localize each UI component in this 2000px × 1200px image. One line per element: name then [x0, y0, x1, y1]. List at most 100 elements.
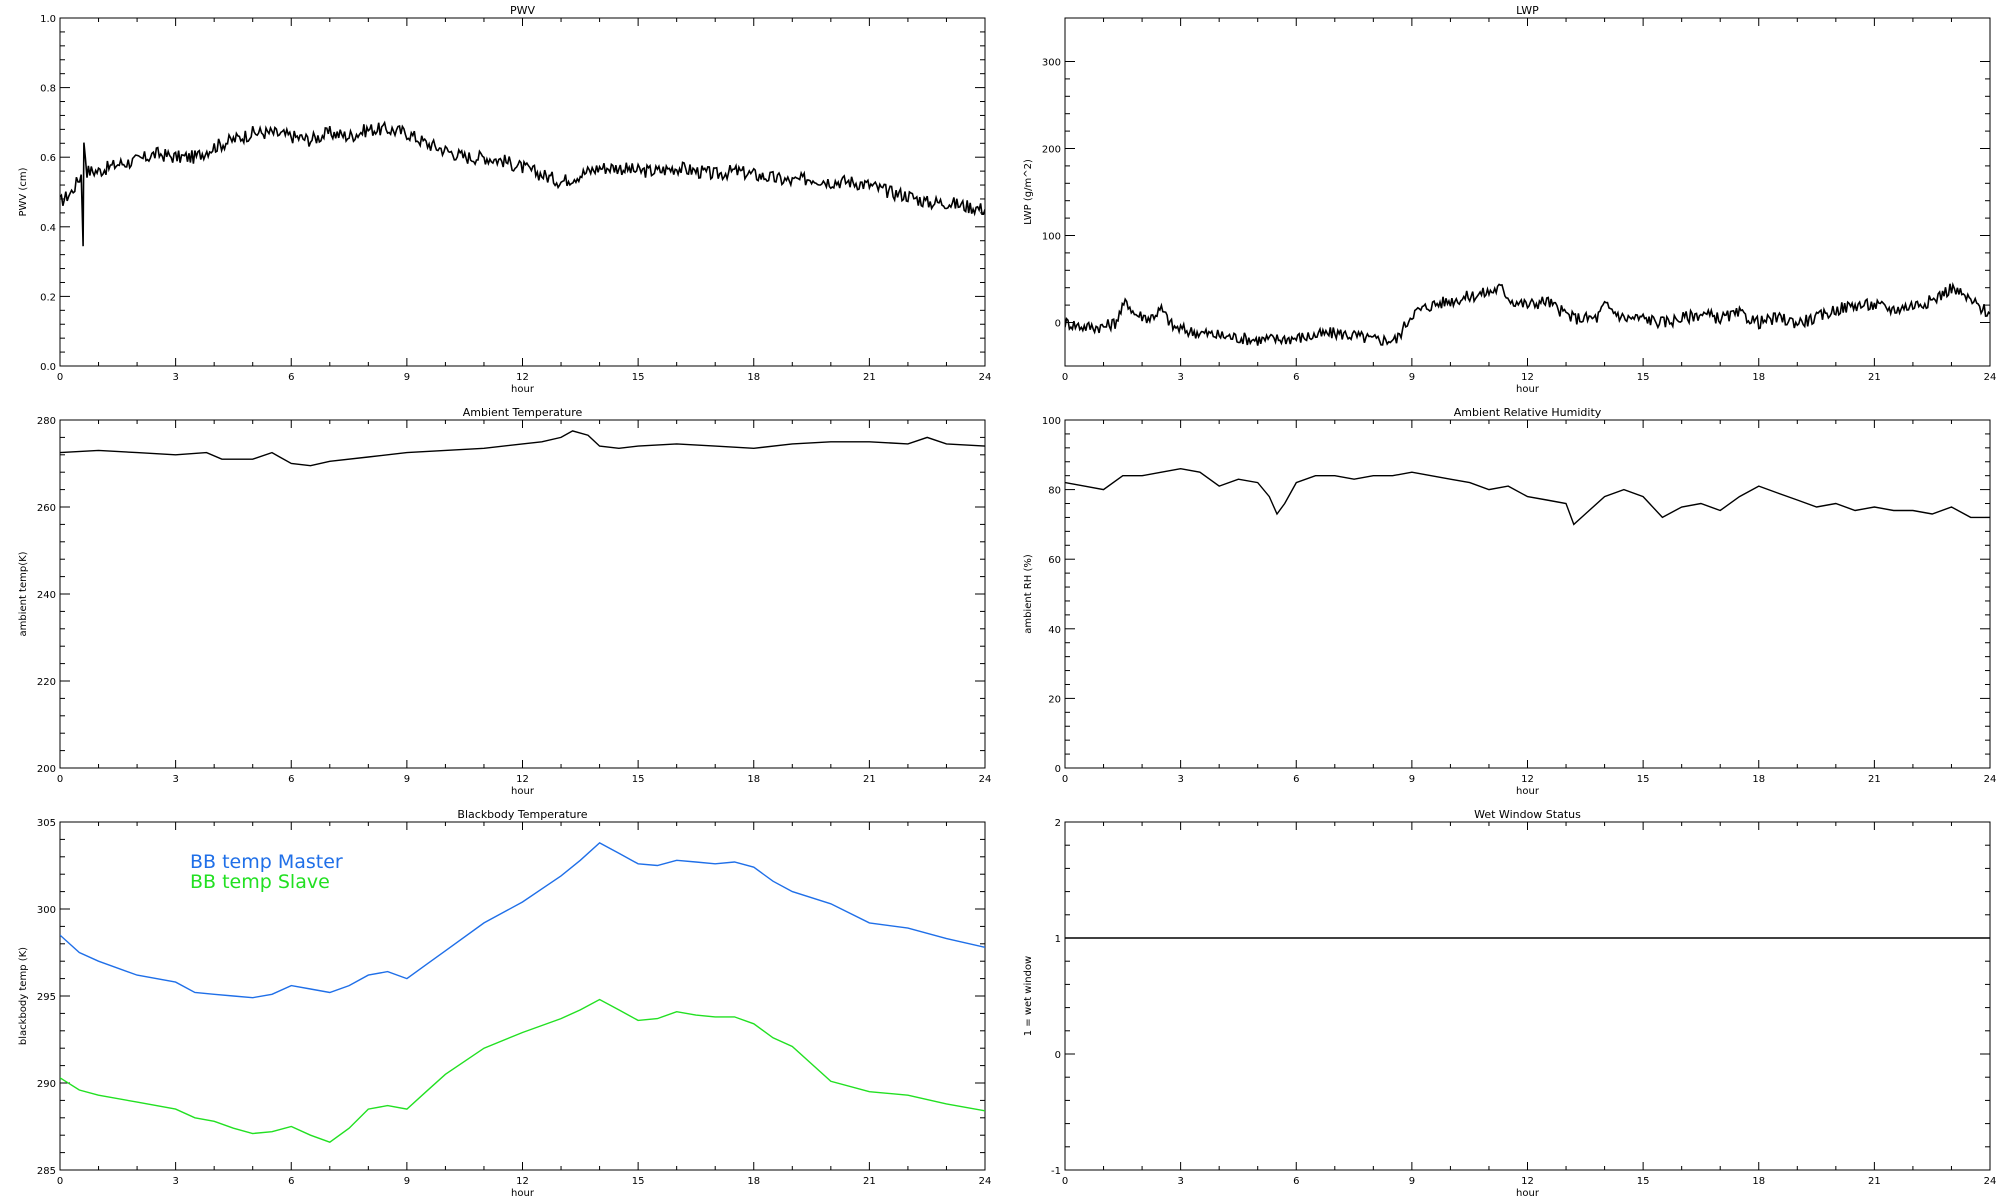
chart-title: Ambient Temperature — [463, 406, 583, 419]
x-tick-label: 24 — [979, 1176, 992, 1187]
x-tick-label: 9 — [1409, 1176, 1415, 1187]
x-tick-label: 21 — [863, 1176, 876, 1187]
series-line — [60, 430, 985, 467]
x-tick-label: 12 — [516, 1176, 529, 1187]
legend-entry: BB temp Slave — [190, 871, 330, 893]
x-tick-label: 24 — [1984, 1176, 1997, 1187]
x-tick-label: 3 — [1177, 372, 1183, 383]
x-tick-label: 6 — [1293, 774, 1299, 785]
y-axis-label: ambient RH (%) — [1023, 554, 1034, 634]
x-tick-label: 15 — [1637, 372, 1650, 383]
x-tick-label: 9 — [1409, 774, 1415, 785]
x-tick-label: 18 — [1752, 372, 1765, 383]
x-tick-label: 0 — [57, 1176, 63, 1187]
x-axis-label: hour — [511, 384, 535, 395]
plot-frame — [1064, 821, 1991, 1171]
x-axis-label: hour — [1516, 384, 1540, 395]
chart-title: Blackbody Temperature — [457, 808, 587, 821]
chart-pwv: PWV 0 3 6 9 12 15 18 21 24 hour 0.0 0.2 0.4 0.6 0.8 1.0 P… — [18, 4, 991, 395]
y-tick-label: 0.4 — [40, 223, 56, 234]
plot-frame — [59, 419, 986, 769]
y-tick-label: 295 — [37, 992, 56, 1003]
x-tick-label: 6 — [288, 372, 294, 383]
y-tick-label: 200 — [37, 764, 56, 775]
y-tick-label: 0.6 — [40, 153, 56, 164]
y-axis-label: blackbody temp (K) — [18, 947, 29, 1045]
y-tick-label: 305 — [37, 818, 56, 829]
x-tick-label: 9 — [404, 372, 410, 383]
x-tick-label: 3 — [172, 1176, 178, 1187]
x-tick-label: 18 — [747, 774, 760, 785]
y-tick-label: 0.0 — [40, 362, 56, 373]
y-axis-label: PWV (cm) — [18, 167, 29, 216]
x-tick-label: 18 — [747, 372, 760, 383]
y-axis-label: LWP (g/m^2) — [1023, 159, 1034, 225]
x-tick-label: 0 — [1062, 1176, 1068, 1187]
y-axis-label: ambient temp(K) — [18, 551, 29, 636]
x-tick-label: 15 — [632, 774, 645, 785]
y-tick-label: 300 — [1042, 58, 1061, 69]
x-tick-label: 24 — [979, 774, 992, 785]
x-tick-label: 0 — [1062, 372, 1068, 383]
x-axis-label: hour — [1516, 786, 1540, 797]
x-tick-label: 21 — [1868, 1176, 1881, 1187]
series-line-bb-temp-slave — [60, 998, 985, 1143]
series-line-bb-temp-master — [60, 842, 985, 999]
y-tick-label: 2 — [1055, 818, 1061, 829]
x-axis-label: hour — [511, 1188, 535, 1199]
y-tick-label: 290 — [37, 1079, 56, 1090]
series-line — [1065, 467, 1990, 526]
y-tick-label: 40 — [1048, 625, 1061, 636]
x-tick-label: 15 — [632, 1176, 645, 1187]
x-tick-label: 3 — [172, 372, 178, 383]
x-tick-label: 18 — [1752, 1176, 1765, 1187]
x-tick-label: 6 — [288, 774, 294, 785]
x-tick-label: 24 — [979, 372, 992, 383]
x-axis-label: hour — [1516, 1188, 1540, 1199]
chart-bb-temp: Blackbody Temperature 0 3 6 9 12 15 18 21 24 hour 2… — [18, 808, 991, 1199]
y-tick-label: 220 — [37, 677, 56, 688]
x-tick-label: 12 — [1521, 774, 1534, 785]
x-tick-label: 9 — [404, 1176, 410, 1187]
x-tick-label: 24 — [1984, 372, 1997, 383]
x-tick-label: 3 — [1177, 774, 1183, 785]
y-tick-label: 300 — [37, 905, 56, 916]
y-tick-label: 100 — [1042, 416, 1061, 427]
y-tick-label: 285 — [37, 1166, 56, 1177]
x-tick-label: 9 — [1409, 372, 1415, 383]
series-line — [1065, 281, 1990, 346]
x-tick-label: 15 — [632, 372, 645, 383]
chart-title: Wet Window Status — [1474, 808, 1581, 821]
x-tick-label: 0 — [57, 372, 63, 383]
x-tick-label: 6 — [1293, 1176, 1299, 1187]
x-axis-label: hour — [511, 786, 535, 797]
y-tick-label: 20 — [1048, 694, 1061, 705]
x-tick-label: 21 — [863, 372, 876, 383]
series-line — [60, 120, 985, 247]
y-tick-label: 260 — [37, 503, 56, 514]
x-tick-label: 12 — [1521, 1176, 1534, 1187]
x-tick-label: 6 — [1293, 372, 1299, 383]
legend-entry: BB temp Master — [190, 851, 343, 873]
x-tick-label: 9 — [404, 774, 410, 785]
y-tick-label: 280 — [37, 416, 56, 427]
y-tick-label: 0.8 — [40, 84, 56, 95]
x-tick-label: 21 — [1868, 774, 1881, 785]
x-tick-label: 18 — [747, 1176, 760, 1187]
x-tick-label: 12 — [516, 774, 529, 785]
x-tick-label: 15 — [1637, 1176, 1650, 1187]
x-tick-label: 3 — [172, 774, 178, 785]
x-tick-label: 0 — [1062, 774, 1068, 785]
y-tick-label: 1.0 — [40, 14, 56, 25]
x-tick-label: 6 — [288, 1176, 294, 1187]
x-tick-label: 21 — [863, 774, 876, 785]
x-tick-label: 0 — [57, 774, 63, 785]
y-tick-label: 100 — [1042, 232, 1061, 243]
x-tick-label: 3 — [1177, 1176, 1183, 1187]
x-tick-label: 15 — [1637, 774, 1650, 785]
x-tick-label: 12 — [1521, 372, 1534, 383]
chart-title: PWV — [510, 4, 536, 17]
chart-ambient-temp: Ambient Temperature 0 3 6 9 12 15 18 21 24 hour 200… — [18, 406, 991, 797]
